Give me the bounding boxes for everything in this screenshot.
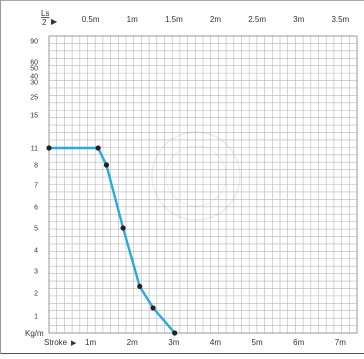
x-axis-arrow: ▶ <box>71 340 77 347</box>
top-axis-arrow: ▶ <box>51 17 58 26</box>
data-point <box>137 283 143 289</box>
y-axis-tick-label: 90 <box>30 39 38 46</box>
y-axis-tick-label: 40 <box>30 74 38 81</box>
x-axis-tick-label: 6m <box>293 338 304 347</box>
data-point <box>46 145 52 151</box>
x-axis-tick-label: 4m <box>210 338 221 347</box>
top-axis-tick-label: 2.5m <box>248 15 266 24</box>
y-axis-tick-label: 6 <box>34 205 38 212</box>
y-axis-tick-label: 60 <box>30 60 38 67</box>
y-axis-tick-label: 15 <box>30 113 38 120</box>
y-axis-tick-label: 1 <box>34 314 38 321</box>
series-line <box>49 146 176 334</box>
top-axis-tick-label: 3m <box>293 15 304 24</box>
plot-frame <box>48 35 358 334</box>
y-axis-tick-label: 11 <box>31 146 38 153</box>
x-axis-tick-label: 2m <box>127 338 138 347</box>
top-axis-tick-label: 0.5m <box>82 15 100 24</box>
x-axis-label: Stroke <box>44 338 68 347</box>
top-axis-tick-label: 3.5m <box>331 15 349 24</box>
top-axis-label-denominator: 2 <box>42 18 47 27</box>
y-axis-tick-label: 5 <box>34 226 38 233</box>
y-axis-tick-label: 50 <box>30 66 38 73</box>
y-axis-tick-label: 30 <box>30 80 38 87</box>
watermark-ring <box>151 131 241 221</box>
y-axis-tick-label: 2 <box>34 291 38 298</box>
top-axis-tick-label: 1m <box>127 15 138 24</box>
top-axis-label-numerator: Ls <box>41 9 49 18</box>
grid <box>48 35 358 334</box>
top-axis-tick-label: 1.5m <box>165 15 183 24</box>
x-axis-tick-label: 7m <box>335 338 346 347</box>
y-axis-tick-label: 8 <box>34 163 38 170</box>
y-axis-tick-label: 25 <box>30 95 38 102</box>
x-axis-tick-label: 3m <box>168 338 179 347</box>
data-point <box>172 330 178 336</box>
watermark-ring-inner <box>165 145 227 207</box>
data-point <box>150 305 156 311</box>
y-axis-label: Kg/m <box>25 329 44 338</box>
data-point <box>95 145 101 151</box>
top-axis-tick-label: 2m <box>210 15 221 24</box>
y-axis-tick-label: 7 <box>34 183 38 190</box>
x-axis-tick-label: 5m <box>252 338 263 347</box>
data-point <box>120 225 126 231</box>
data-point <box>103 162 110 168</box>
x-axis-tick-label: 1m <box>85 338 96 347</box>
watermark-logo <box>151 131 241 221</box>
y-axis-tick-label: 4 <box>34 248 38 255</box>
y-axis-tick-label: 3 <box>34 269 38 276</box>
